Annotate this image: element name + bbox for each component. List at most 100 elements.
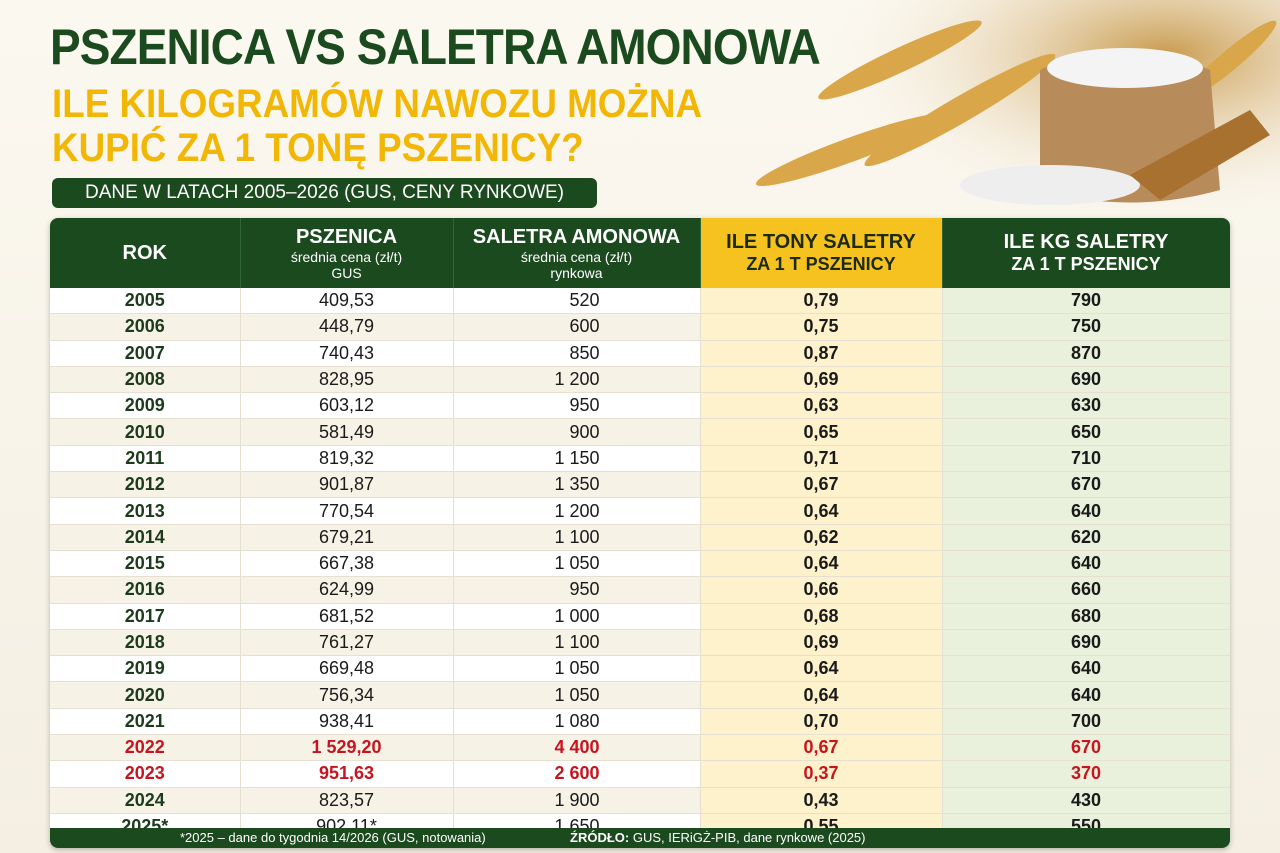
table-row: 2008 828,95 1 200 0,69 690 bbox=[50, 366, 1230, 394]
table-cell: 1 100 bbox=[453, 524, 701, 551]
table-row: 2006 448,79 600 0,75 750 bbox=[50, 313, 1230, 341]
table-cell: 2015 bbox=[50, 550, 241, 578]
column-header: PSZENICA średnia cena (zł/t) GUS bbox=[240, 218, 454, 288]
table-cell: 1 529,20 bbox=[240, 734, 454, 762]
table-cell: 0,43 bbox=[700, 787, 943, 814]
column-header: SALETRA AMONOWA średnia cena (zł/t) rynkow… bbox=[453, 218, 701, 288]
table-row: 2021 938,41 1 080 0,70 700 bbox=[50, 708, 1230, 736]
table-row: 2024 823,57 1 900 0,43 430 bbox=[50, 787, 1230, 814]
table-row: 2019 669,48 1 050 0,64 640 bbox=[50, 655, 1230, 683]
table-cell: 0,65 bbox=[700, 418, 943, 446]
table-row: 2007 740,43 850 0,87 870 bbox=[50, 340, 1230, 367]
table-cell: 409,53 bbox=[240, 288, 454, 315]
table-cell: 650 bbox=[942, 418, 1230, 446]
table-cell: 0,62 bbox=[700, 524, 943, 551]
table-cell: 2014 bbox=[50, 524, 241, 551]
header-line: ZA 1 T PSZENICY bbox=[1011, 254, 1161, 274]
table-cell: 0,68 bbox=[700, 603, 943, 630]
table-cell: 790 bbox=[942, 288, 1230, 315]
table-cell: 670 bbox=[942, 734, 1230, 762]
table-cell: 1 100 bbox=[453, 629, 701, 657]
table-cell: 0,63 bbox=[700, 392, 943, 420]
table-cell: 690 bbox=[942, 366, 1230, 394]
table-cell: 0,64 bbox=[700, 681, 943, 709]
header-line: GUS bbox=[331, 264, 362, 281]
fertilizer-pile bbox=[960, 165, 1140, 205]
table-cell: 950 bbox=[453, 576, 701, 604]
table-cell: 901,87 bbox=[240, 471, 454, 499]
table-cell: 0,79 bbox=[700, 288, 943, 315]
table-cell: 448,79 bbox=[240, 313, 454, 341]
table-cell: 1 000 bbox=[453, 603, 701, 630]
header-line: średnia cena (zł/t) bbox=[520, 248, 633, 265]
table-cell: 0,71 bbox=[700, 445, 943, 473]
table-cell: 2016 bbox=[50, 576, 241, 604]
table-cell: 1 350 bbox=[453, 471, 701, 499]
table-cell: 640 bbox=[942, 550, 1230, 578]
table-row: 2013 770,54 1 200 0,64 640 bbox=[50, 497, 1230, 525]
table-cell: 660 bbox=[942, 576, 1230, 604]
table-cell: 2021 bbox=[50, 708, 241, 736]
header-line: średnia cena (zł/t) bbox=[290, 248, 403, 265]
table-cell: 2018 bbox=[50, 629, 241, 657]
table-cell: 2012 bbox=[50, 471, 241, 499]
table-cell: 0,67 bbox=[700, 471, 943, 499]
table-cell: 2009 bbox=[50, 392, 241, 420]
header-line: SALETRA AMONOWA bbox=[472, 225, 681, 248]
source-text: GUS, IERiGŻ-PIB, dane rynkowe (2025) bbox=[632, 830, 866, 845]
table-cell: 0,70 bbox=[700, 708, 943, 736]
table-cell: 850 bbox=[453, 340, 701, 367]
table-row: 2010 581,49 900 0,65 650 bbox=[50, 418, 1230, 446]
table-cell: 640 bbox=[942, 681, 1230, 709]
source-label: ŹRÓDŁO: bbox=[570, 830, 630, 845]
header-line: ILE KG SALETRY bbox=[1003, 231, 1169, 253]
table-cell: 667,38 bbox=[240, 550, 454, 578]
scoop bbox=[1130, 110, 1270, 200]
header-line: ROK bbox=[122, 241, 167, 264]
table-cell: 2019 bbox=[50, 655, 241, 683]
table-cell: 1 200 bbox=[453, 366, 701, 394]
table-cell: 630 bbox=[942, 392, 1230, 420]
table-cell: 640 bbox=[942, 655, 1230, 683]
footer: *2025 – dane do tygodnia 14/2026 (GUS, n… bbox=[50, 828, 1230, 848]
table-cell: 1 900 bbox=[453, 787, 701, 814]
table-cell: 700 bbox=[942, 708, 1230, 736]
table-cell: 0,37 bbox=[700, 760, 943, 788]
table-cell: 938,41 bbox=[240, 708, 454, 736]
table-cell: 2007 bbox=[50, 340, 241, 367]
table-cell: 0,64 bbox=[700, 550, 943, 578]
table-cell: 620 bbox=[942, 524, 1230, 551]
column-header: ILE KG SALETRY ZA 1 T PSZENICY bbox=[942, 218, 1230, 288]
table-cell: 2017 bbox=[50, 603, 241, 630]
table-cell: 900 bbox=[453, 418, 701, 446]
fertilizer bbox=[1047, 48, 1203, 88]
table-cell: 2020 bbox=[50, 681, 241, 709]
table-cell: 1 150 bbox=[453, 445, 701, 473]
table-cell: 2010 bbox=[50, 418, 241, 446]
table-row: 2005 409,53 520 0,79 790 bbox=[50, 288, 1230, 315]
table-cell: 430 bbox=[942, 787, 1230, 814]
table-cell: 819,32 bbox=[240, 445, 454, 473]
table-cell: 640 bbox=[942, 497, 1230, 525]
table-cell: 690 bbox=[942, 629, 1230, 657]
table-cell: 0,69 bbox=[700, 629, 943, 657]
table-cell: 669,48 bbox=[240, 655, 454, 683]
subtitle: ILE KILOGRAMÓW NAWOZU MOŻNA bbox=[52, 82, 703, 126]
table-cell: 603,12 bbox=[240, 392, 454, 420]
table-cell: 2006 bbox=[50, 313, 241, 341]
table-cell: 1 050 bbox=[453, 655, 701, 683]
table-cell: 740,43 bbox=[240, 340, 454, 367]
table-row: 2015 667,38 1 050 0,64 640 bbox=[50, 550, 1230, 578]
header-line: ILE TONY SALETRY bbox=[726, 231, 916, 253]
table-cell: 756,34 bbox=[240, 681, 454, 709]
table-row: 2016 624,99 950 0,66 660 bbox=[50, 576, 1230, 604]
column-header: ILE TONY SALETRY ZA 1 T PSZENICY bbox=[700, 218, 943, 288]
table-container: ROK PSZENICA średnia cena (zł/t) GUS SALETRA… bbox=[50, 218, 1230, 848]
table-cell: 710 bbox=[942, 445, 1230, 473]
table-cell: 670 bbox=[942, 471, 1230, 499]
table-cell: 0,87 bbox=[700, 340, 943, 367]
table-cell: 1 050 bbox=[453, 681, 701, 709]
wheat bbox=[755, 20, 1277, 187]
table-cell: 600 bbox=[453, 313, 701, 341]
